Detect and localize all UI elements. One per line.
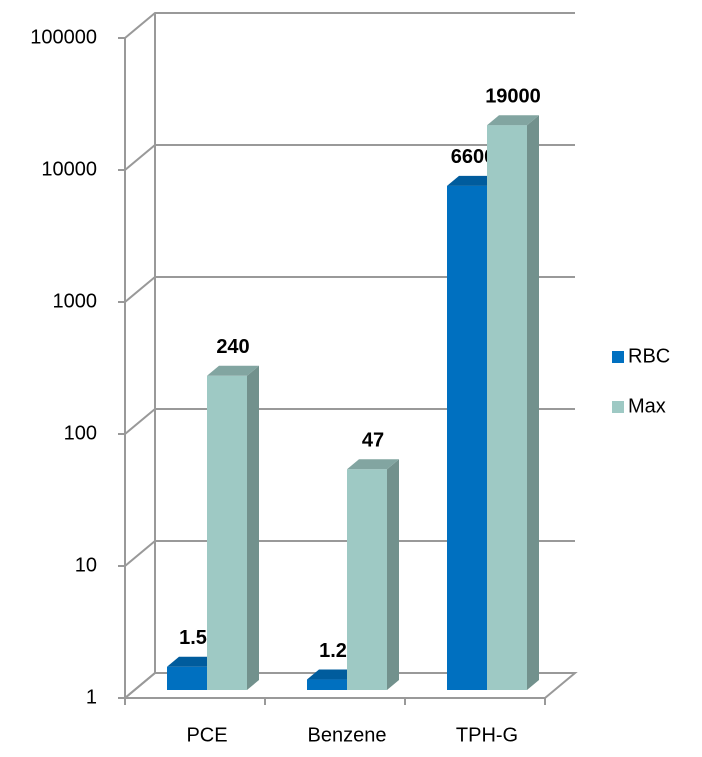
grid-line — [124, 144, 575, 171]
grid-line — [124, 672, 575, 699]
bar-face — [207, 375, 247, 690]
data-label: 47 — [362, 430, 384, 452]
data-label: 1.5 — [179, 627, 207, 649]
legend-swatch — [612, 401, 624, 413]
bar — [207, 365, 259, 690]
bar-face — [167, 656, 219, 667]
x-tick-label: TPH-G — [456, 724, 518, 746]
grid-line — [124, 12, 575, 39]
bar-face — [307, 669, 359, 680]
bar-face — [387, 459, 399, 690]
y-tick-label: 1 — [86, 686, 97, 708]
bar-face — [487, 115, 539, 126]
grid-line — [124, 540, 575, 567]
data-label: 1.2 — [319, 640, 347, 662]
bar-face — [487, 125, 527, 690]
data-label: 19000 — [485, 85, 541, 107]
legend-label: Max — [628, 395, 666, 417]
data-label: 240 — [216, 336, 249, 358]
y-tick-label: 1000 — [53, 290, 98, 312]
x-tick-label: PCE — [186, 724, 227, 746]
bar-face — [347, 469, 387, 690]
y-tick-label: 100000 — [30, 26, 97, 48]
legend-label: RBC — [628, 345, 670, 367]
grid-line — [124, 408, 575, 435]
data-label: 6600 — [451, 146, 496, 168]
bar-face — [527, 115, 539, 690]
grid-line — [124, 276, 575, 303]
x-tick-label: Benzene — [308, 724, 387, 746]
bar-face — [247, 365, 259, 690]
bar-face — [307, 679, 347, 690]
bar — [347, 459, 399, 690]
legend-swatch — [612, 351, 624, 363]
bar-face — [447, 175, 499, 186]
y-tick-label: 100 — [64, 422, 97, 444]
bar — [487, 115, 539, 690]
bar-face — [167, 666, 207, 690]
y-tick-label: 10000 — [41, 158, 97, 180]
bar-face — [447, 185, 487, 691]
bar-face — [207, 365, 259, 376]
bar-face — [347, 459, 399, 470]
y-tick-label: 10 — [75, 554, 97, 576]
